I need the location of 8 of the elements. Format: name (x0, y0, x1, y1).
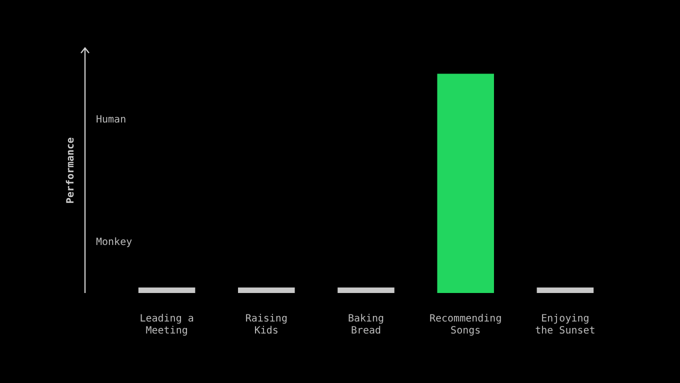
x-tick-label: Raising Kids (245, 314, 288, 337)
y-axis-title: Performance (66, 137, 77, 204)
x-tick-label: Leading a Meeting (140, 314, 194, 337)
x-tick-label: Baking Bread (348, 314, 384, 337)
x-tick-label: Enjoying the Sunset (535, 314, 596, 337)
x-tick-label: Recommending Songs (429, 314, 502, 337)
annotation: Human (96, 114, 126, 126)
annotation: Monkey (96, 237, 132, 248)
